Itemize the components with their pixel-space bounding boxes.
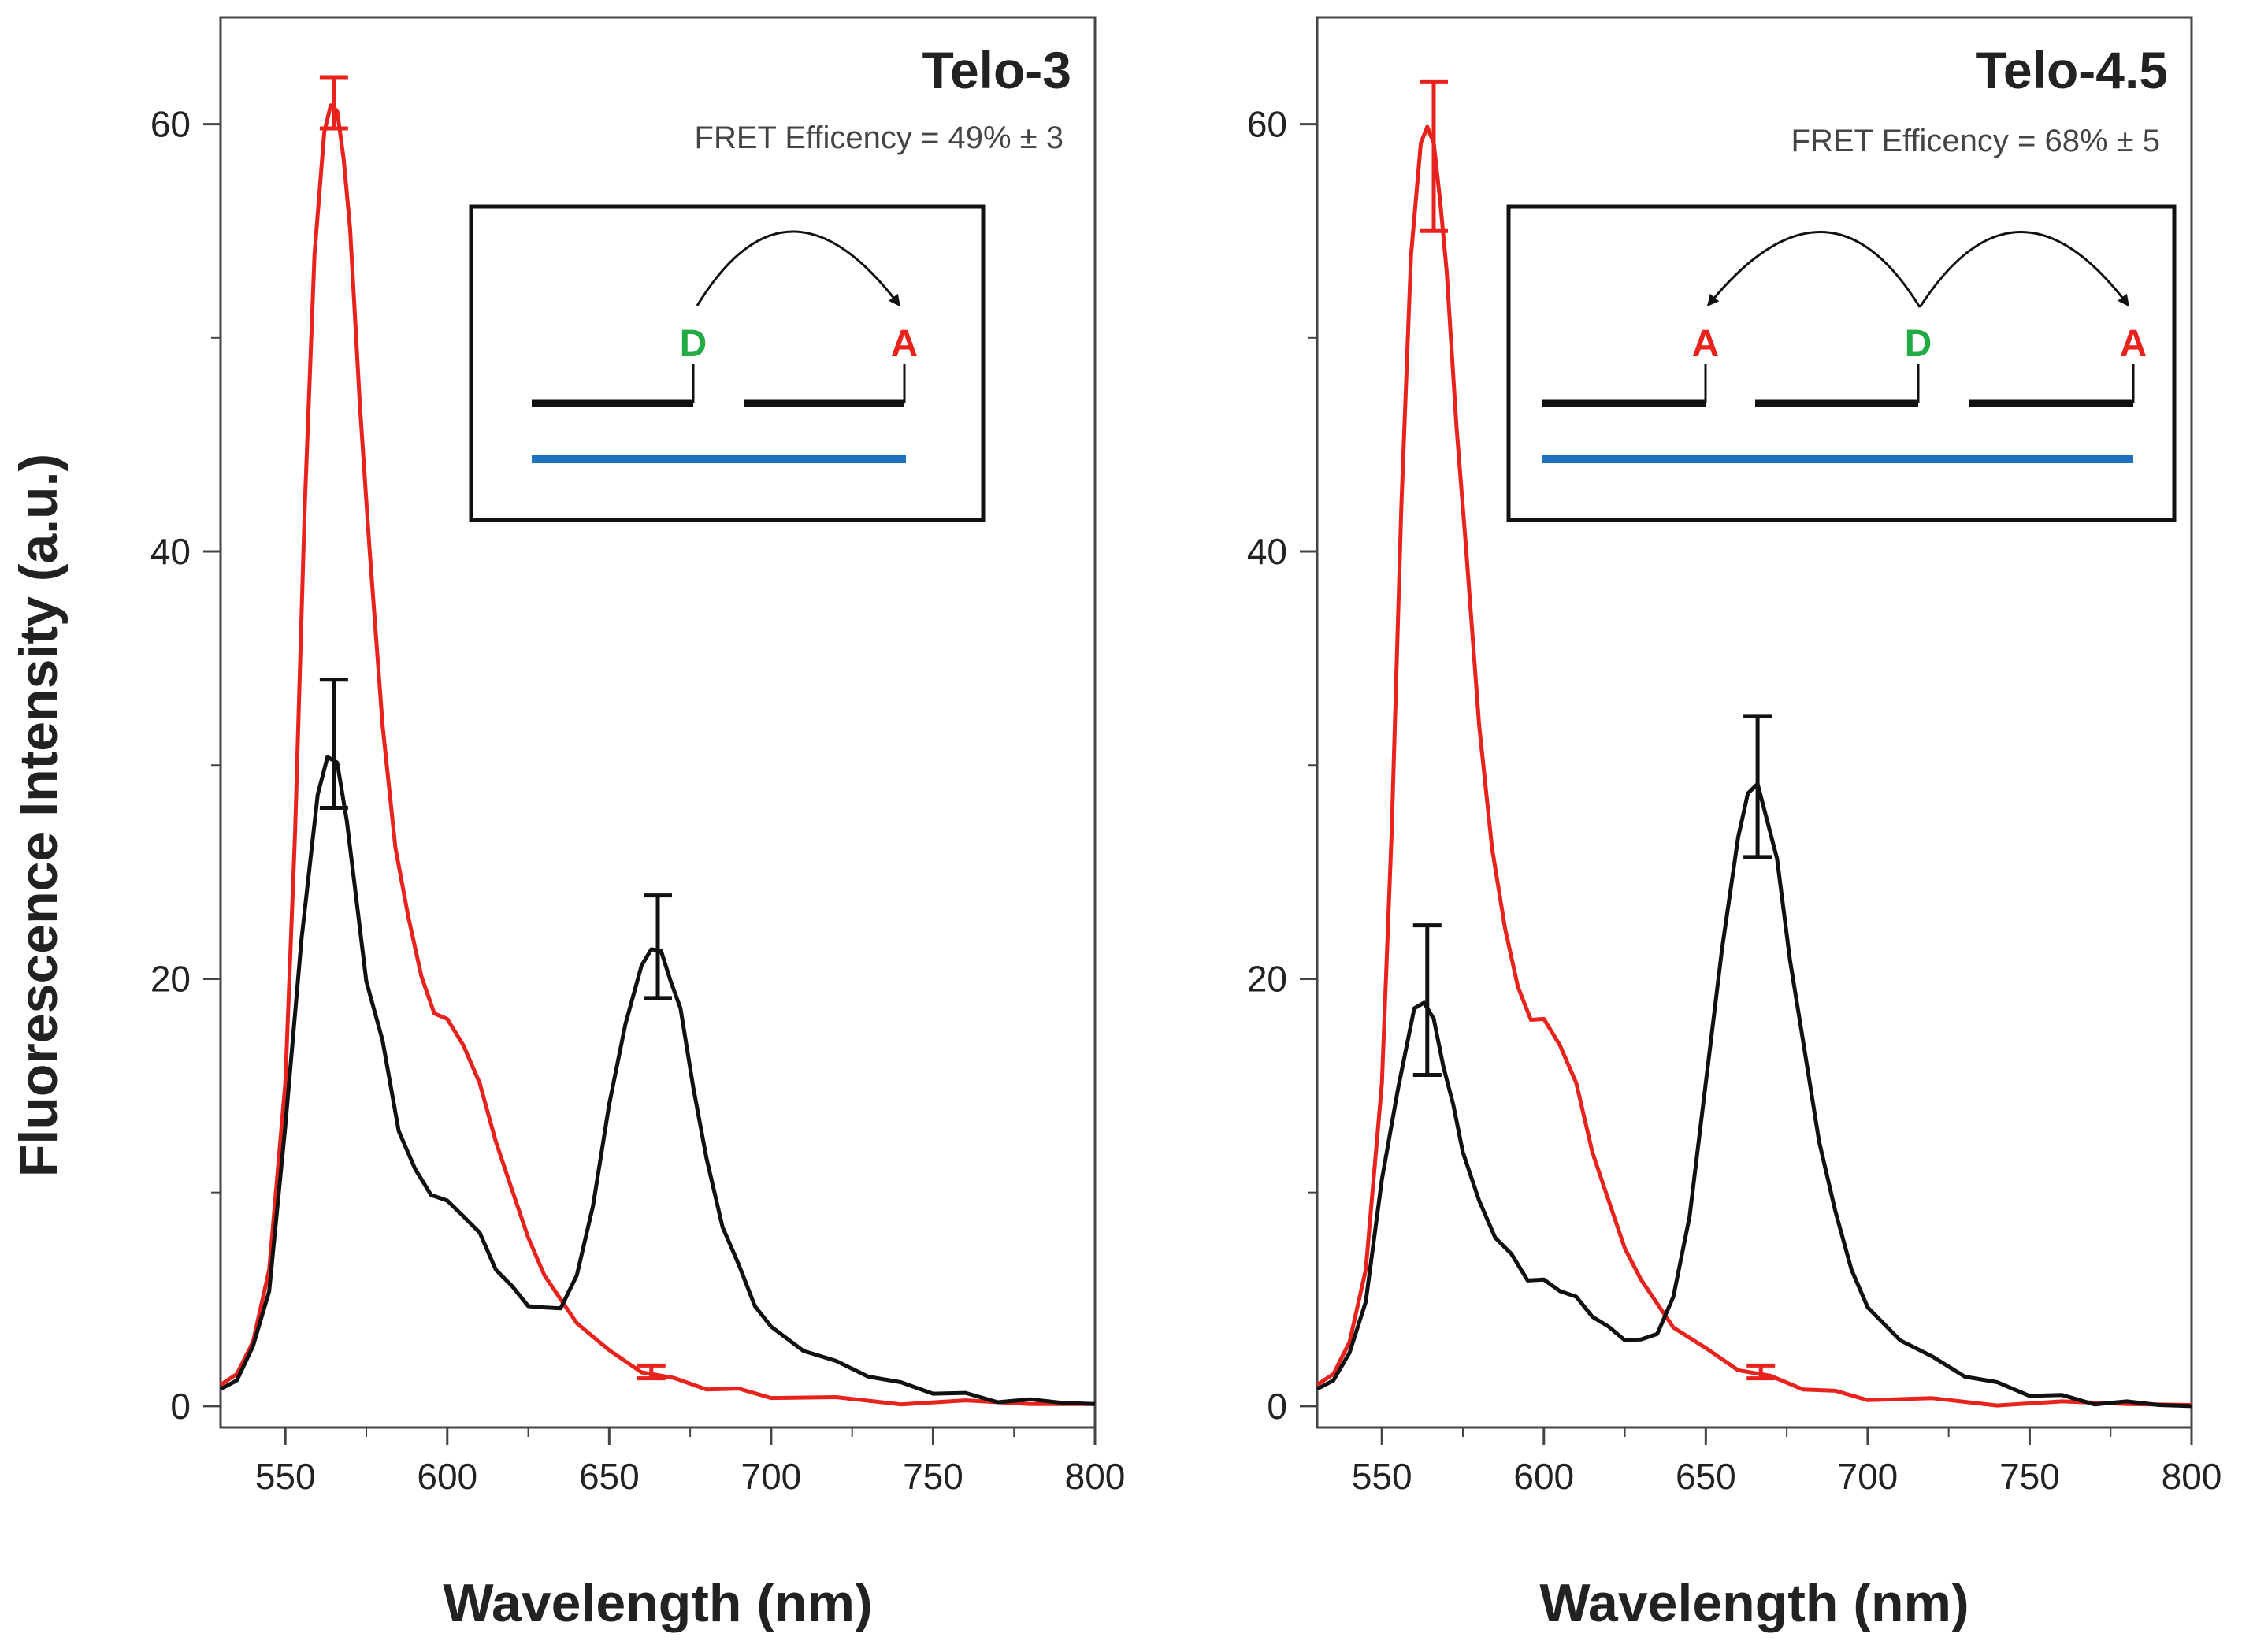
- x-tick-label: 800: [1065, 1456, 1126, 1497]
- x-tick-label: 800: [2162, 1456, 2222, 1497]
- donor-label: D: [1905, 323, 1932, 365]
- error-bar: [1743, 714, 1772, 859]
- x-tick-label: 750: [903, 1456, 963, 1497]
- y-tick-label: 40: [1247, 531, 1287, 572]
- x-tick-label: 600: [417, 1456, 477, 1497]
- x-tick-label: 650: [1676, 1456, 1736, 1497]
- plot-frame: [219, 16, 1097, 1429]
- x-tick-label: 550: [1352, 1456, 1412, 1497]
- error-bar: [644, 893, 672, 1000]
- acceptor-label-right: A: [2120, 323, 2147, 365]
- inset-schematic: A D A: [1506, 204, 2177, 522]
- panel-title: Telo-3: [922, 41, 1071, 99]
- error-bar: [1420, 79, 1448, 233]
- curves: [1316, 124, 2192, 1409]
- x-tick-label: 650: [579, 1456, 640, 1497]
- x-tick-label: 550: [255, 1456, 316, 1497]
- error-bar: [319, 678, 348, 810]
- x-axis-label: Wavelength (nm): [1539, 1573, 1969, 1633]
- series-donor-only-line: [219, 103, 1095, 1407]
- inset-frame: [1506, 204, 2177, 522]
- transfer-arrow-right: [1918, 231, 2130, 308]
- error-bar: [637, 1363, 666, 1381]
- y-tick-label: 20: [1247, 958, 1287, 999]
- x-axis-label: Wavelength (nm): [443, 1573, 872, 1633]
- error-bar: [1412, 923, 1442, 1077]
- inset-frame: [469, 204, 986, 522]
- donor-label: D: [680, 323, 707, 365]
- transfer-arrow-left: [1706, 231, 1921, 308]
- axis-ticks: 550 600 650 700 750 800 0 20 40 60: [150, 104, 1126, 1497]
- transfer-arrow: [696, 230, 901, 307]
- error-bars: [319, 75, 672, 1381]
- acceptor-label: A: [891, 323, 919, 365]
- axis-ticks: 550 600 650 700 750 800 0 20 40 60: [1247, 104, 2222, 1497]
- fret-efficiency: FRET Efficency = 68% ± 5: [1791, 124, 2160, 158]
- error-bars: [1412, 79, 1776, 1381]
- inset-schematic: D A: [469, 204, 986, 522]
- y-tick-label: 60: [1247, 104, 1287, 145]
- acceptor-label-left: A: [1692, 323, 1720, 365]
- y-tick-label: 60: [150, 104, 191, 145]
- y-tick-label: 40: [150, 531, 191, 572]
- plot-frame: [1316, 16, 2193, 1429]
- panel-telo-4-5: 550 600 650 700 750 800 0 20 40 60 Telo-4.5 FRET …: [1247, 16, 2222, 1633]
- series-donor-only-line: [1316, 124, 2192, 1408]
- curves: [219, 103, 1096, 1407]
- panel-title: Telo-4.5: [1975, 41, 2168, 99]
- panel-telo-3: 550 600 650 700 750 800 0 20 40 60 Telo-3 FRET Ef…: [150, 16, 1126, 1633]
- x-tick-label: 700: [741, 1456, 802, 1497]
- error-bar: [1746, 1363, 1776, 1381]
- x-tick-label: 600: [1513, 1456, 1574, 1497]
- fret-efficiency: FRET Efficency = 49% ± 3: [695, 121, 1063, 155]
- y-tick-label: 0: [170, 1386, 191, 1427]
- x-tick-label: 750: [1999, 1456, 2060, 1497]
- series-fret-line: [1316, 781, 2192, 1409]
- y-tick-label: 20: [150, 958, 191, 999]
- x-tick-label: 700: [1838, 1456, 1899, 1497]
- y-tick-label: 0: [1267, 1386, 1287, 1427]
- y-axis-label: Fluorescence Intensity (a.u.): [9, 454, 69, 1177]
- series-fret-line: [219, 755, 1096, 1406]
- error-bar: [319, 75, 348, 131]
